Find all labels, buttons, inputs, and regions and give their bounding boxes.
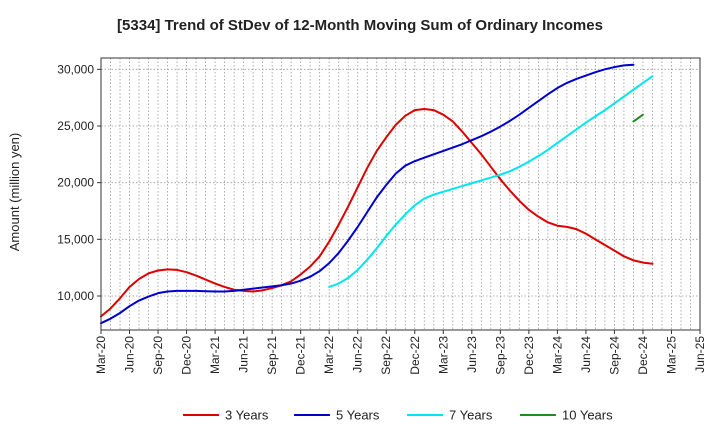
legend-label-3-years: 3 Years [225, 408, 269, 423]
x-tick-label: Jun-20 [123, 336, 137, 373]
x-tick-label: Mar-20 [94, 336, 108, 374]
series-line-10-years [632, 113, 644, 123]
x-tick-label: Mar-24 [550, 336, 564, 374]
grid [101, 58, 700, 330]
y-tick-label: 10,000 [57, 289, 94, 303]
x-tick-label: Jun-25 [693, 336, 707, 373]
y-axis-label: Amount (million yen) [7, 133, 22, 252]
chart-title: [5334] Trend of StDev of 12-Month Moving… [117, 17, 603, 34]
legend: 3 Years 5 Years 7 Years 10 Years [183, 408, 613, 423]
plot-frame [100, 57, 701, 331]
legend-label-7-years: 7 Years [449, 408, 493, 423]
legend-label-5-years: 5 Years [336, 408, 380, 423]
y-tick-label: 25,000 [57, 119, 94, 133]
x-tick-label: Mar-25 [664, 336, 678, 374]
series-line-5-years [100, 63, 635, 325]
x-tick-label: Sep-23 [493, 336, 507, 375]
series-line-7-years [328, 75, 654, 288]
x-tick-label: Dec-24 [636, 336, 650, 375]
x-tick-label: Jun-23 [465, 336, 479, 373]
y-axis-ticks: 10,000 15,000 20,000 25,000 30,000 [57, 62, 101, 303]
x-tick-label: Jun-21 [237, 336, 251, 373]
x-tick-label: Sep-20 [151, 336, 165, 375]
x-tick-label: Jun-24 [579, 336, 593, 373]
series-line-3-years [100, 108, 654, 318]
x-axis-ticks: Mar-20 Jun-20 Sep-20 Dec-20 Mar-21 Jun-21 Sep-… [94, 330, 707, 375]
y-tick-label: 30,000 [57, 62, 94, 76]
series-layer [100, 63, 654, 325]
y-tick-label: 20,000 [57, 176, 94, 190]
x-tick-label: Mar-22 [322, 336, 336, 374]
y-tick-label: 15,000 [57, 232, 94, 246]
x-tick-label: Dec-21 [294, 336, 308, 375]
x-tick-label: Jun-22 [351, 336, 365, 373]
legend-label-10-years: 10 Years [562, 408, 613, 423]
x-tick-label: Sep-22 [379, 336, 393, 375]
x-tick-label: Mar-21 [208, 336, 222, 374]
x-tick-label: Dec-22 [408, 336, 422, 375]
x-tick-label: Dec-20 [180, 336, 194, 375]
x-tick-label: Dec-23 [522, 336, 536, 375]
x-tick-label: Sep-24 [607, 336, 621, 375]
x-tick-label: Mar-23 [436, 336, 450, 374]
x-tick-label: Sep-21 [265, 336, 279, 375]
